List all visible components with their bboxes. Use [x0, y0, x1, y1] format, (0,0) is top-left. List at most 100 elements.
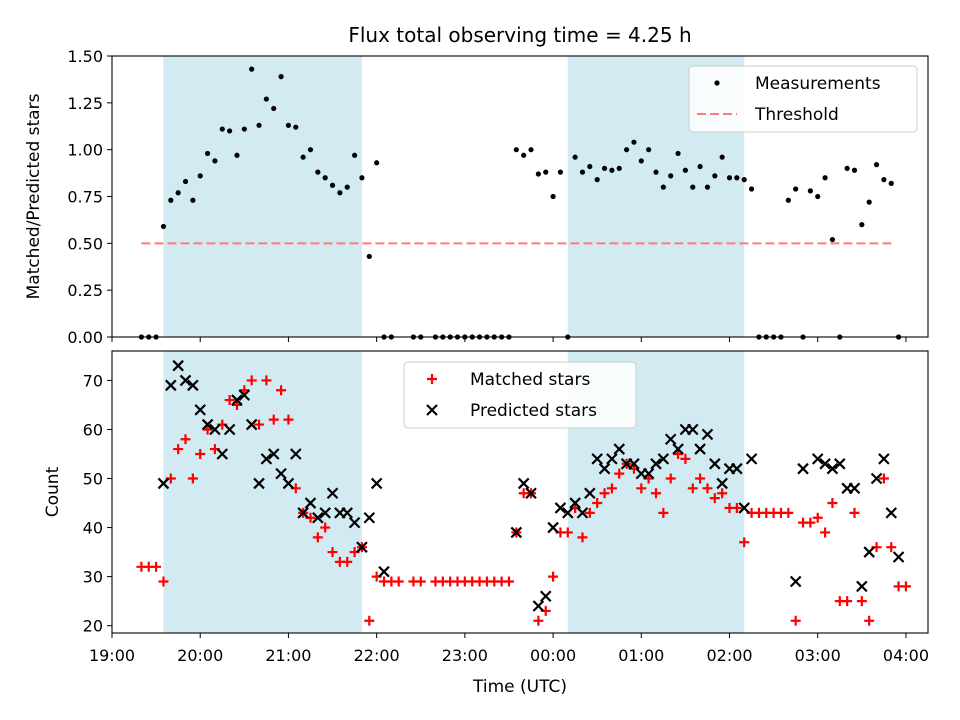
- x-tick-label: 20:00: [177, 646, 223, 665]
- predicted-point: [267, 448, 280, 460]
- series-predicted: [157, 359, 905, 612]
- measurement-point: [521, 152, 527, 158]
- y-tick-label: 0.25: [67, 281, 103, 300]
- predicted-point: [165, 379, 177, 392]
- x-axis-label: Time (UTC): [472, 677, 567, 697]
- y-tick-label: 50: [83, 470, 103, 489]
- predicted-point: [856, 580, 868, 593]
- x-tick-label: 21:00: [265, 646, 311, 665]
- predicted-point: [657, 453, 670, 465]
- shaded-interval-1: [163, 351, 362, 633]
- measurement-point: [609, 167, 615, 173]
- predicted-point: [576, 507, 589, 519]
- predicted-point: [260, 453, 273, 465]
- predicted-point: [709, 458, 721, 470]
- predicted-point: [789, 575, 802, 588]
- predicted-point: [584, 487, 596, 500]
- matched-point: [820, 527, 831, 538]
- measurement-point: [315, 169, 321, 175]
- predicted-point: [547, 521, 559, 534]
- predicted-point: [216, 448, 229, 460]
- matched-point: [900, 581, 911, 592]
- matched-point: [717, 488, 728, 499]
- matched-point: [658, 507, 669, 518]
- predicted-point: [613, 443, 626, 455]
- y-tick-label: 0.50: [67, 234, 103, 253]
- measurement-point: [829, 236, 836, 243]
- matched-point: [687, 483, 698, 494]
- measurement-point: [734, 175, 740, 181]
- measurement-point: [322, 175, 328, 181]
- measurement-point: [704, 184, 711, 190]
- predicted-point: [606, 453, 618, 465]
- predicted-point: [878, 453, 890, 465]
- matched-point: [261, 375, 272, 386]
- x-tick-label: 00:00: [530, 646, 576, 665]
- predicted-point: [826, 462, 839, 475]
- matched-point: [673, 448, 684, 459]
- y-tick-label: 40: [83, 519, 103, 538]
- matched-point: [276, 385, 287, 396]
- axes-frame: [111, 350, 929, 634]
- measurement-point: [807, 188, 813, 194]
- measurement-point: [873, 162, 880, 168]
- predicted-point: [517, 477, 530, 490]
- matched-point: [651, 488, 661, 499]
- y-tick-label: 0.75: [67, 188, 103, 207]
- matched-point: [342, 556, 353, 567]
- y-tick-label: 0.00: [67, 328, 103, 347]
- predicted-point: [172, 359, 184, 372]
- series-measurements: [138, 66, 902, 340]
- measurement-point: [579, 169, 586, 175]
- matched-point: [173, 444, 184, 455]
- predicted-point: [562, 507, 574, 519]
- predicted-point: [348, 516, 361, 529]
- y-axis-label: Matched/Predicted stars: [24, 93, 44, 299]
- matched-point: [312, 532, 323, 543]
- measurement-point: [815, 193, 821, 200]
- predicted-point: [312, 511, 324, 524]
- measurement-point: [366, 253, 372, 260]
- y-tick-label: 20: [83, 617, 103, 636]
- measurement-point: [219, 126, 225, 132]
- matched-point: [805, 517, 816, 528]
- measurement-point: [256, 122, 262, 128]
- predicted-point: [539, 590, 552, 602]
- x-tick-label: 19:00: [89, 646, 135, 665]
- predicted-point: [297, 507, 309, 519]
- y-tick-label: 1.25: [67, 94, 103, 113]
- measurement-point: [351, 152, 358, 158]
- predicted-point: [628, 458, 640, 470]
- x-tick-label: 02:00: [706, 646, 752, 665]
- measurement-point: [359, 175, 365, 181]
- matched-point: [599, 488, 610, 499]
- predicted-point: [341, 507, 354, 519]
- predicted-point: [642, 467, 655, 480]
- matched-point: [702, 483, 713, 494]
- predicted-point: [863, 546, 875, 558]
- predicted-point: [356, 541, 368, 553]
- predicted-point: [848, 482, 861, 495]
- matched-point: [224, 395, 235, 406]
- measurement-point: [212, 158, 218, 164]
- matched-point: [246, 375, 257, 386]
- measurement-point: [690, 184, 696, 190]
- measurement-point: [881, 177, 887, 183]
- measurement-point: [168, 197, 174, 203]
- bottom-panel: 20 30 40 50 60 70 19:00 20:00 21:00 22:00 23:00 00:…: [43, 350, 929, 697]
- matched-point: [254, 419, 265, 430]
- measurement-point: [374, 160, 380, 166]
- measurement-point: [572, 154, 578, 160]
- predicted-point: [870, 472, 883, 485]
- matched-point: [283, 414, 294, 425]
- measurement-point: [675, 150, 681, 157]
- matched-point: [187, 473, 198, 484]
- measurement-point: [697, 163, 703, 170]
- measurement-point: [278, 74, 284, 80]
- y-tick-label: 1.00: [67, 141, 103, 160]
- matched-point: [812, 512, 823, 523]
- predicted-point: [209, 423, 221, 436]
- measurement-point: [285, 122, 292, 128]
- predicted-point: [554, 502, 567, 514]
